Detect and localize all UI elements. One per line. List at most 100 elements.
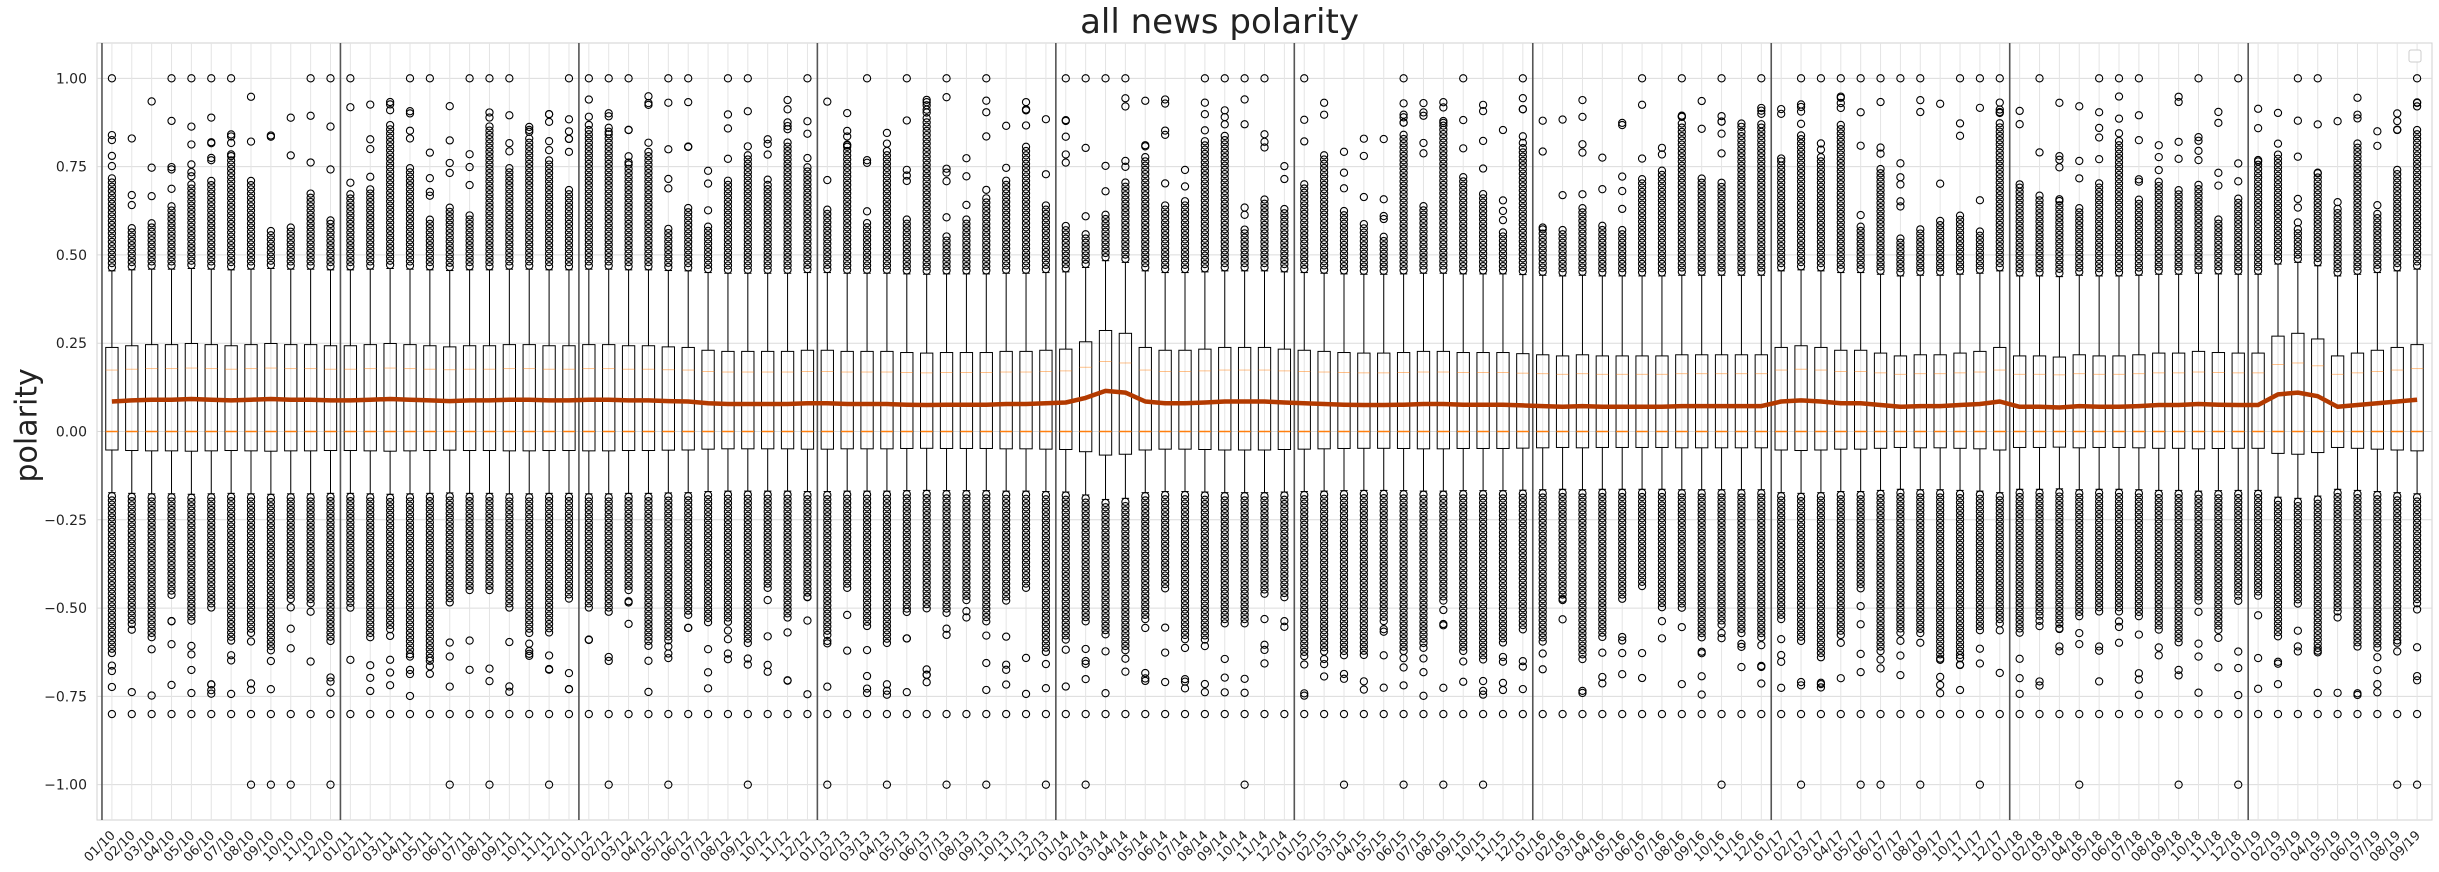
outlier-point [385,231,395,240]
outlier-point [107,644,117,653]
outlier-point [226,598,236,607]
outlier-point [246,620,256,629]
outlier-point [107,509,117,518]
outlier-point [207,113,216,122]
outlier-point [306,223,315,232]
outlier-point [246,92,256,101]
outlier-point [187,197,196,206]
outlier-point [226,253,236,262]
outlier-point [107,547,117,556]
outlier-point [226,130,236,139]
outlier-point [207,560,216,570]
outlier-point [127,709,136,719]
outlier-point [385,574,395,583]
outlier-point [187,168,196,177]
outlier-point [326,552,335,561]
outlier-point [107,500,117,509]
outlier-point [306,518,315,527]
outlier-point [107,182,117,191]
outlier-point [306,560,315,570]
outlier-point [207,586,216,595]
outlier-point [167,227,176,236]
outlier-point [207,210,216,219]
outlier-point [147,510,156,519]
outlier-point [207,518,216,527]
outlier-point [147,594,156,604]
outlier-point [286,569,295,578]
outlier-point [385,536,395,545]
outlier-point [266,548,276,558]
box-07/12: 07/12 [678,166,715,865]
outlier-point [226,624,236,633]
outlier-point [385,595,395,604]
outlier-point [346,262,355,271]
outlier-point [226,150,236,159]
box-06/10: 06/10 [181,74,218,865]
outlier-point [286,590,295,599]
outlier-point [366,620,375,629]
outlier-point [207,193,216,202]
box-01/12: 01/12 [559,74,596,865]
outlier-point [107,186,117,196]
outlier-point [385,260,395,270]
outlier-point [326,219,335,229]
outlier-point [366,248,375,258]
outlier-point [326,581,335,591]
outlier-point [366,633,375,642]
outlier-point [326,556,335,565]
outlier-point [187,256,196,265]
outlier-point [167,165,176,174]
outlier-point [326,577,335,586]
outlier-point [346,522,355,531]
outlier-point [385,129,395,138]
outlier-point [226,215,236,224]
outlier-point [385,188,395,198]
outlier-point [207,74,216,83]
outlier-point [346,581,355,591]
outlier-point [266,256,276,265]
outlier-point [326,619,335,629]
outlier-point [226,539,236,548]
outlier-point [107,220,117,230]
outlier-point [226,160,236,169]
outlier-point [246,527,256,536]
outlier-point [266,608,276,617]
outlier-point [366,236,375,245]
box-05/14: 05/14 [1115,96,1152,865]
outlier-point [346,215,355,224]
outlier-point [226,262,236,271]
outlier-point [405,514,415,523]
outlier-point [226,560,236,569]
outlier-point [266,561,276,570]
outlier-point [266,612,276,621]
outlier-point [167,497,176,506]
outlier-point [207,493,216,502]
outlier-point [266,780,276,789]
box-05/10: 05/10 [161,74,198,865]
outlier-point [226,530,236,540]
outlier-point [187,180,196,189]
outlier-point [226,632,236,641]
outlier-point [127,228,136,237]
outlier-point [107,682,117,692]
outlier-point [107,559,117,569]
outlier-point [226,505,236,514]
outlier-point [286,577,295,587]
outlier-point [207,577,216,587]
outlier-point [385,97,395,107]
outlier-point [326,501,335,510]
outlier-point [266,497,276,507]
outlier-point [266,620,276,630]
outlier-point [187,650,196,659]
outlier-point [266,656,276,666]
outlier-point [346,709,355,719]
outlier-point [187,688,196,698]
outlier-point [385,620,395,630]
outlier-point [266,641,276,651]
outlier-point [306,210,315,219]
outlier-point [107,542,117,552]
outlier-point [147,219,156,228]
outlier-point [326,240,335,250]
outlier-point [167,206,176,215]
